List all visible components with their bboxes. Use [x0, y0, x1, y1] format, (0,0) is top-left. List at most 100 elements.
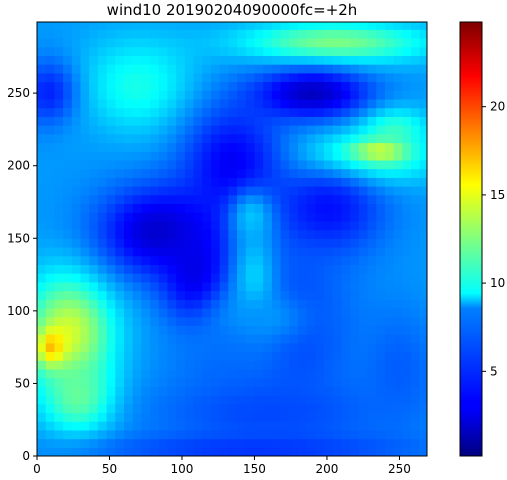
heatmap-cell: [411, 194, 421, 205]
heatmap-cell: [37, 90, 47, 100]
heatmap-cell: [228, 421, 238, 431]
heatmap-cell: [193, 386, 203, 396]
heatmap-cell: [271, 177, 282, 187]
heatmap-cell: [123, 447, 134, 456]
heatmap-cell: [210, 273, 221, 283]
heatmap-cell: [89, 246, 99, 257]
heatmap-cell: [193, 186, 203, 196]
heatmap-cell: [271, 186, 282, 196]
heatmap-cell: [358, 342, 369, 353]
heatmap-cell: [80, 342, 90, 353]
heatmap-cell: [384, 98, 395, 109]
heatmap-cell: [289, 386, 299, 396]
heatmap-cell: [184, 22, 195, 30]
heatmap-cell: [54, 98, 64, 109]
heatmap-cell: [419, 29, 427, 39]
heatmap-cell: [341, 72, 351, 83]
heatmap-cell: [384, 22, 395, 30]
heatmap-cell: [123, 168, 134, 178]
heatmap-cell: [254, 412, 264, 422]
heatmap-cell: [184, 229, 195, 239]
heatmap-cell: [245, 98, 256, 109]
heatmap-cell: [419, 107, 427, 117]
heatmap-cell: [219, 395, 229, 405]
heatmap-cell: [228, 360, 238, 370]
heatmap-cell: [237, 386, 247, 396]
heatmap-cell: [324, 429, 334, 440]
heatmap-cell: [202, 229, 212, 239]
heatmap-cell: [167, 151, 177, 161]
heatmap-cell: [237, 325, 247, 335]
heatmap-cell: [193, 151, 203, 161]
heatmap-cell: [306, 351, 316, 361]
heatmap-cell: [115, 72, 125, 83]
heatmap-cell: [37, 368, 47, 379]
heatmap-cell: [411, 377, 421, 387]
heatmap-cell: [141, 125, 151, 135]
heatmap-cell: [254, 186, 264, 196]
heatmap-cell: [367, 98, 377, 109]
heatmap-cell: [228, 351, 238, 361]
heatmap-cell: [280, 281, 290, 292]
heatmap-cell: [289, 22, 299, 30]
heatmap-cell: [89, 412, 99, 422]
heatmap-cell: [402, 90, 412, 100]
heatmap-cell: [324, 255, 334, 265]
heatmap-cell: [341, 22, 351, 30]
heatmap-cell: [158, 98, 169, 109]
heatmap-cell: [402, 351, 412, 361]
heatmap-cell: [315, 194, 325, 205]
heatmap-cell: [289, 281, 299, 292]
heatmap-cell: [350, 90, 360, 100]
heatmap-cell: [376, 412, 386, 422]
heatmap-cell: [80, 72, 90, 83]
heatmap-cell: [245, 37, 256, 48]
heatmap-cell: [210, 194, 221, 205]
heatmap-cell: [254, 72, 264, 83]
heatmap-cell: [97, 116, 108, 126]
heatmap-cell: [419, 325, 427, 335]
heatmap-cell: [384, 412, 395, 422]
heatmap-cell: [158, 168, 169, 178]
heatmap-cell: [150, 447, 160, 456]
heatmap-cell: [106, 368, 116, 379]
heatmap-cell: [376, 142, 386, 152]
heatmap-cell: [263, 64, 273, 74]
heatmap-cell: [341, 203, 351, 213]
heatmap-cell: [315, 264, 325, 274]
heatmap-cell: [210, 159, 221, 170]
heatmap-cell: [402, 116, 412, 126]
heatmap-cell: [54, 46, 64, 56]
heatmap-cell: [332, 273, 343, 283]
heatmap-cell: [297, 255, 308, 265]
heatmap-cell: [411, 98, 421, 109]
heatmap-cell: [350, 46, 360, 56]
heatmap-cell: [63, 421, 73, 431]
heatmap-cell: [45, 64, 55, 74]
heatmap-cell: [341, 447, 351, 456]
heatmap-cell: [341, 316, 351, 326]
heatmap-cell: [297, 368, 308, 379]
heatmap-cell: [376, 90, 386, 100]
heatmap-cell: [63, 203, 73, 213]
heatmap-cell: [306, 46, 316, 56]
heatmap-cell: [54, 264, 64, 274]
heatmap-cell: [210, 368, 221, 379]
heatmap-cell: [332, 107, 343, 117]
heatmap-cell: [202, 377, 212, 387]
heatmap-cell: [237, 281, 247, 292]
heatmap-cell: [193, 81, 203, 91]
heatmap-cell: [89, 168, 99, 178]
heatmap-cell: [263, 307, 273, 318]
heatmap-cell: [54, 55, 64, 65]
heatmap-cell: [97, 64, 108, 74]
heatmap-cell: [193, 281, 203, 292]
heatmap-cell: [37, 316, 47, 326]
heatmap-cell: [306, 421, 316, 431]
heatmap-cell: [150, 351, 160, 361]
heatmap-cell: [402, 229, 412, 239]
heatmap-cell: [202, 194, 212, 205]
heatmap-cell: [45, 177, 55, 187]
heatmap-cell: [219, 125, 229, 135]
heatmap-cell: [376, 203, 386, 213]
